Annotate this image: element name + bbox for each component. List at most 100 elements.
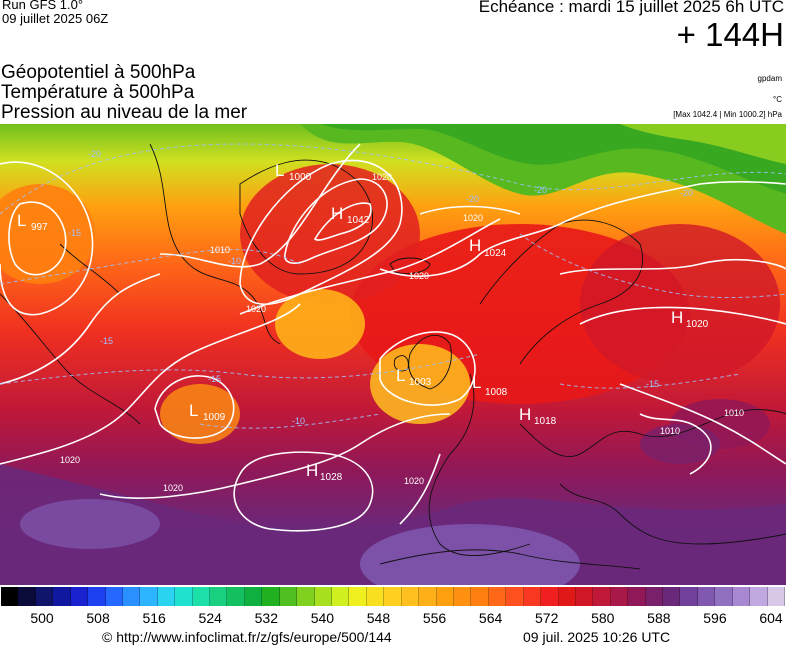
center-value: 1018 xyxy=(534,416,557,427)
color-scale-ticks: 500 508 516 524 532 540 548 556 564 572 580 588 596 6… xyxy=(0,610,786,628)
param-pressure: Pression au niveau de la mer xyxy=(1,102,248,123)
color-scale-cell xyxy=(767,587,785,606)
color-scale-cell xyxy=(488,587,507,606)
color-scale-cell xyxy=(157,587,176,606)
color-scale-cell xyxy=(680,587,698,606)
color-scale-cell xyxy=(279,587,298,606)
center-letter: H xyxy=(331,204,343,223)
center-letter: H xyxy=(671,308,683,327)
color-scale-cell xyxy=(122,587,141,606)
param-geopotential: Géopotentiel à 500hPa xyxy=(1,62,196,83)
color-scale-cell xyxy=(506,587,524,606)
color-scale-tick: 548 xyxy=(366,610,391,626)
isobar-label: 1010 xyxy=(724,408,744,418)
generation-date: 09 juil. 2025 10:26 UTC xyxy=(523,629,671,645)
color-scale-cell xyxy=(663,587,681,606)
color-scale-cell xyxy=(314,587,333,606)
center-value: 1028 xyxy=(320,472,343,483)
isobar-label: 1010 xyxy=(660,426,680,436)
isotherm-label: -20 xyxy=(680,188,693,198)
color-scale-cell xyxy=(262,587,280,606)
center-value: 997 xyxy=(31,222,48,233)
color-scale-cell xyxy=(384,587,402,606)
param-temperature: Température à 500hPa xyxy=(1,82,195,103)
color-scale-tick: 572 xyxy=(535,610,559,626)
color-scale-cell xyxy=(471,587,489,606)
color-scale-cell xyxy=(436,587,454,606)
color-scale-cell xyxy=(35,587,54,606)
lead-time: + 144H xyxy=(676,16,784,53)
center-letter: L xyxy=(396,366,405,385)
color-scale-cell xyxy=(575,587,594,606)
isobar-label: 1020 xyxy=(163,483,183,493)
color-scale-cell xyxy=(715,587,733,606)
center-value: 1000 xyxy=(289,172,312,183)
isobar-label: 1020 xyxy=(372,172,392,182)
color-scale-cell xyxy=(53,587,71,606)
isobars xyxy=(0,143,786,532)
isotherms xyxy=(0,143,786,429)
center-letter: L xyxy=(275,161,284,180)
center-value: 1009 xyxy=(203,412,226,423)
center-letter: H xyxy=(306,461,318,480)
isotherm-label: -10 xyxy=(292,416,305,426)
isotherm-label: -15 xyxy=(646,379,659,389)
color-scale-tick: 556 xyxy=(422,610,447,626)
isotherm-label: -20 xyxy=(88,149,101,159)
center-letter: L xyxy=(17,211,26,230)
color-scale-cell xyxy=(366,587,385,606)
color-scale-cell xyxy=(332,587,350,606)
temperature-field xyxy=(0,124,786,585)
color-scale-cell xyxy=(645,587,664,606)
isotherm-label: -10 xyxy=(228,256,241,266)
color-scale-cell xyxy=(541,587,559,606)
coastlines xyxy=(0,143,786,570)
color-scale-cell xyxy=(18,587,36,606)
color-scale-tick: 596 xyxy=(703,610,727,626)
color-scale-tick: 516 xyxy=(142,610,166,626)
color-scale-cell xyxy=(732,587,751,606)
color-scale-tick: 524 xyxy=(198,610,222,626)
color-scale-tick: 532 xyxy=(254,610,278,626)
isobar-label: 1020 xyxy=(463,213,483,223)
color-scale-cell xyxy=(244,587,263,606)
color-scale-cell xyxy=(419,587,437,606)
unit-gpdam: gpdam xyxy=(757,74,782,83)
color-scale-cell xyxy=(697,587,716,606)
center-letter: L xyxy=(472,373,481,392)
color-scale-tick: 588 xyxy=(647,610,671,626)
isobar-labels: 1020 1010 1020 1020 1020 1020 1020 1010 … xyxy=(60,172,744,493)
color-scale-cell xyxy=(192,587,211,606)
run-label: Run GFS 1.0° xyxy=(2,0,84,12)
center-letter: H xyxy=(519,405,531,424)
color-scale-cell xyxy=(593,587,611,606)
isotherm-label: -20 xyxy=(534,185,547,195)
center-value: 1042 xyxy=(347,215,370,226)
color-scale-cell xyxy=(140,587,158,606)
color-scale-tick: 580 xyxy=(591,610,615,626)
color-scale-cell xyxy=(227,587,245,606)
isobar-label: 1010 xyxy=(210,245,230,255)
center-value: 1024 xyxy=(484,248,507,259)
color-scale-bar xyxy=(1,587,785,606)
unit-celsius: °C xyxy=(773,95,782,104)
pressure-centers: L 997 L 1000 H 1042 H 1024 H 1020 L 1003… xyxy=(17,161,709,483)
center-value: 1008 xyxy=(485,387,508,398)
color-scale-cell xyxy=(349,587,367,606)
color-scale-cell xyxy=(70,587,89,606)
run-date: 09 juillet 2025 06Z xyxy=(2,11,109,26)
weather-map: L 997 L 1000 H 1042 H 1024 H 1020 L 1003… xyxy=(0,124,786,585)
color-scale-tick: 500 xyxy=(30,610,54,626)
color-scale-tick: 540 xyxy=(310,610,335,626)
center-letter: H xyxy=(469,236,481,255)
color-scale-cell xyxy=(628,587,646,606)
color-scale-tick: 508 xyxy=(86,610,110,626)
color-scale-cell xyxy=(175,587,193,606)
pressure-max-min: [Max 1042.4 | Min 1000.2] hPa xyxy=(673,110,782,119)
isotherm-labels: -20 -20 -20 -15 -10 -15 -15 -10 -15 -20 xyxy=(68,149,693,426)
color-scale-cell xyxy=(453,587,472,606)
source-url: © http://www.infoclimat.fr/z/gfs/europe/… xyxy=(102,629,392,645)
isobar-label: 1020 xyxy=(409,271,429,281)
color-scale-cell xyxy=(401,587,420,606)
color-scale-tick: 564 xyxy=(478,610,503,626)
